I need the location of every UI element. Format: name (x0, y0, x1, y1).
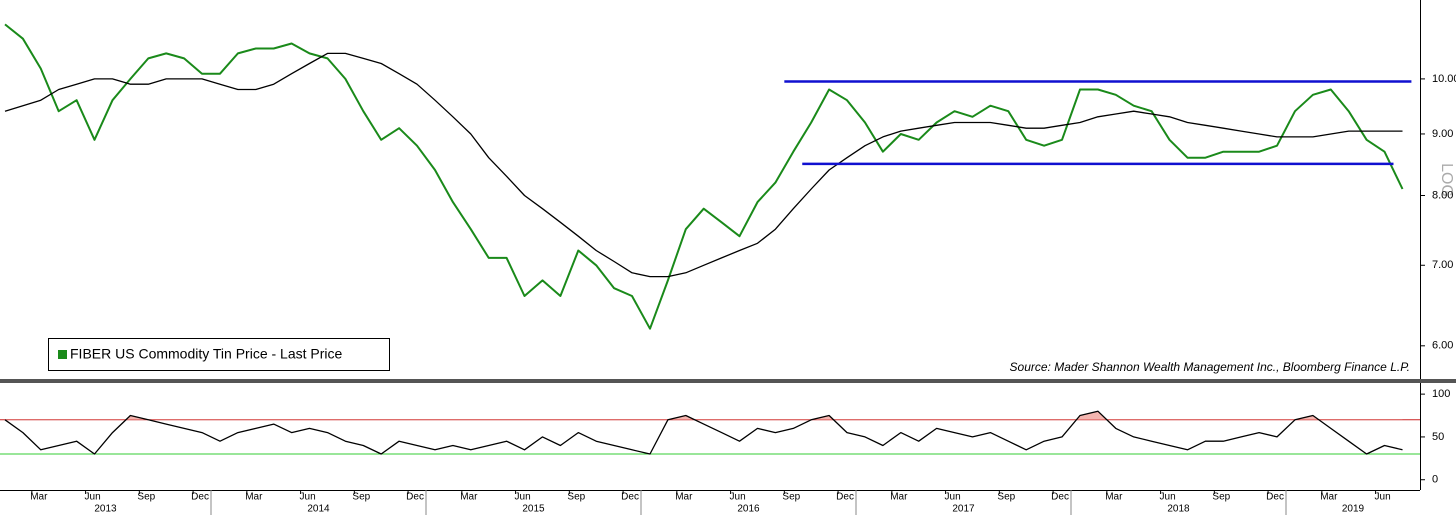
x-tick-label: Mar (675, 492, 693, 503)
y-tick-label: 100 (1432, 388, 1450, 400)
x-tick-label: Jun (85, 492, 101, 503)
x-tick-label: Dec (1266, 492, 1284, 503)
y-tick-label: 6.00 (1432, 340, 1453, 352)
year-label: 2018 (1167, 504, 1190, 515)
x-tick-label: Sep (567, 492, 585, 503)
x-tick-label: Sep (352, 492, 370, 503)
year-label: 2015 (522, 504, 545, 515)
x-tick-label: Mar (890, 492, 908, 503)
y-tick-label: 10.00 (1432, 73, 1456, 85)
x-tick-label: Dec (621, 492, 639, 503)
x-tick-label: Jun (730, 492, 746, 503)
x-tick-label: Dec (836, 492, 854, 503)
x-tick-label: Jun (945, 492, 961, 503)
x-tick-label: Jun (1375, 492, 1391, 503)
legend-label: FIBER US Commodity Tin Price - Last Pric… (70, 346, 343, 362)
legend-box (48, 338, 390, 371)
x-tick-label: Sep (782, 492, 800, 503)
year-label: 2014 (307, 504, 330, 515)
y-tick-label: 8.00 (1432, 189, 1453, 201)
year-label: 2013 (94, 504, 117, 515)
y-tick-label: 9.00 (1432, 128, 1453, 140)
x-tick-label: Sep (137, 492, 155, 503)
panel-divider (0, 379, 1456, 383)
x-tick-label: Mar (30, 492, 48, 503)
x-tick-label: Jun (1160, 492, 1176, 503)
year-label: 2016 (737, 504, 760, 515)
year-label: 2019 (1342, 504, 1365, 515)
log-label: LOG (1438, 163, 1455, 197)
source-note: Source: Mader Shannon Wealth Management … (1010, 360, 1410, 374)
y-tick-label: 7.00 (1432, 259, 1453, 271)
x-tick-label: Mar (245, 492, 263, 503)
x-tick-label: Sep (997, 492, 1015, 503)
y-tick-label: 0 (1432, 474, 1438, 486)
x-tick-label: Jun (515, 492, 531, 503)
x-tick-label: Dec (1051, 492, 1069, 503)
x-tick-label: Dec (191, 492, 209, 503)
x-tick-label: Sep (1212, 492, 1230, 503)
series-line (4, 23, 1404, 330)
x-tick-label: Jun (300, 492, 316, 503)
x-tick-label: Mar (1105, 492, 1123, 503)
y-tick-label: 50 (1432, 431, 1444, 443)
year-label: 2017 (952, 504, 975, 515)
legend-swatch (58, 350, 67, 359)
x-tick-label: Mar (1320, 492, 1338, 503)
series-line (4, 52, 1403, 278)
series-line (4, 410, 1403, 455)
x-tick-label: Dec (406, 492, 424, 503)
x-tick-label: Mar (460, 492, 478, 503)
